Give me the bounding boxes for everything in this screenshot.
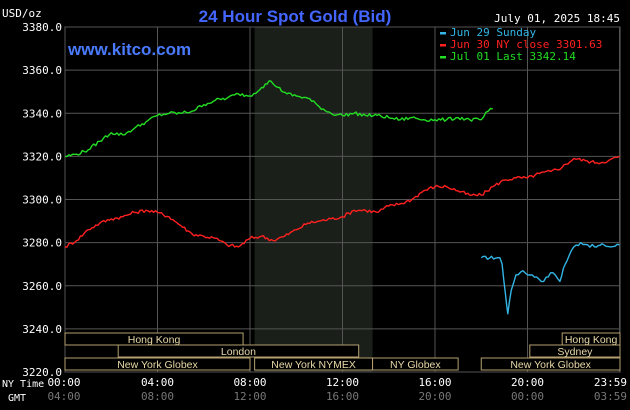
grid-lines [64, 26, 621, 373]
chart-title: 24 Hour Spot Gold (Bid) [199, 7, 392, 26]
ny-time-label: NY Time [2, 379, 44, 390]
y-tick-label: 3380.0 [22, 21, 62, 34]
legend-swatch [440, 44, 446, 47]
series-line [64, 80, 493, 158]
session-bar [480, 357, 621, 371]
session-label: Hong Kong [128, 334, 181, 346]
chart-datetime: July 01, 2025 18:45 [494, 12, 620, 25]
x-tick-label-ny: 00:00 [47, 376, 80, 389]
legend-label: Jun 30 NY close 3301.63 [450, 38, 602, 51]
x-tick-label-gmt: 03:59 [594, 390, 627, 403]
price-series [64, 80, 620, 315]
y-tick-label: 3360.0 [22, 64, 62, 77]
x-tick-label-ny: 12:00 [326, 376, 359, 389]
series-line [64, 155, 620, 248]
legend-label: Jun 29 Sunday [450, 26, 536, 39]
session-bar [372, 357, 459, 371]
x-tick-label-gmt: 12:00 [233, 390, 266, 403]
legend-label: Jul 01 Last 3342.14 [450, 50, 576, 63]
x-tick-label-ny: 20:00 [511, 376, 544, 389]
session-label: Hong Kong [565, 334, 618, 346]
session-label: Sydney [557, 346, 593, 358]
x-axis-ticks: 00:0004:0004:0008:0008:0012:0012:0016:00… [47, 376, 627, 403]
x-tick-label-ny: 16:00 [418, 376, 451, 389]
gmt-label: GMT [8, 393, 26, 404]
y-unit-label: USD/oz [2, 7, 42, 20]
session-label: London [221, 346, 256, 358]
y-tick-label: 3280.0 [22, 237, 62, 250]
y-tick-label: 3320.0 [22, 150, 62, 163]
series-line [480, 241, 620, 315]
legend-swatch [440, 56, 446, 59]
y-axis-ticks: 3380.0 3360.0 3340.0 3320.0 3300.0 3280.0 3260… [22, 21, 62, 379]
session-bar [117, 344, 360, 358]
session-label: New York Globex [510, 359, 591, 371]
y-tick-label: 3300.0 [22, 194, 62, 207]
session-label: New York Globex [117, 359, 198, 371]
x-tick-label-gmt: 16:00 [326, 390, 359, 403]
x-tick-label-ny: 23:59 [594, 376, 627, 389]
watermark-url[interactable]: www.kitco.com [67, 40, 191, 59]
x-tick-label-gmt: 04:00 [47, 390, 80, 403]
y-tick-label: 3220.0 [22, 366, 62, 379]
session-label: NY Globex [390, 359, 441, 371]
session-label: New York NYMEX [271, 359, 356, 371]
x-tick-label-ny: 08:00 [233, 376, 266, 389]
x-tick-label-gmt: 08:00 [141, 390, 174, 403]
x-tick-label-gmt: 00:00 [511, 390, 544, 403]
session-bar [529, 344, 621, 358]
y-tick-label: 3260.0 [22, 280, 62, 293]
y-tick-label: 3240.0 [22, 323, 62, 336]
x-tick-label-gmt: 20:00 [418, 390, 451, 403]
y-tick-label: 3340.0 [22, 107, 62, 120]
legend-swatch [440, 32, 446, 35]
x-tick-label-ny: 04:00 [141, 376, 174, 389]
session-bar [64, 357, 251, 371]
